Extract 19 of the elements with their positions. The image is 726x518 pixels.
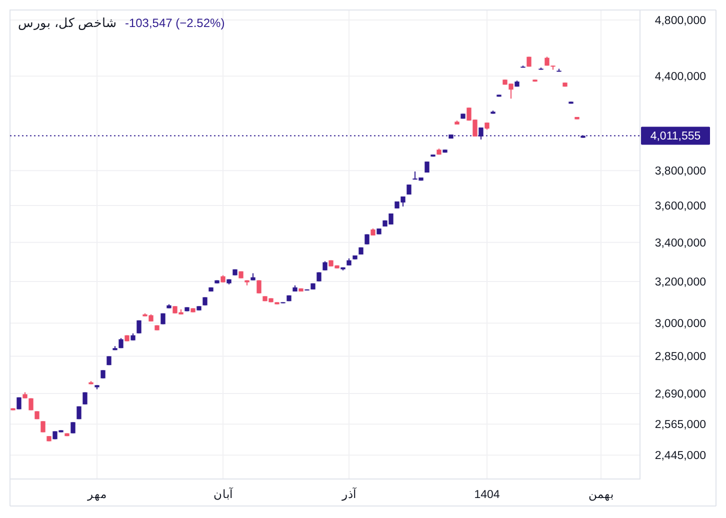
x-tick-label: بهمن	[588, 489, 614, 501]
y-tick-label: 3,800,000	[654, 166, 706, 178]
y-tick-label: 3,000,000	[654, 318, 706, 330]
y-tick-label: 2,445,000	[654, 450, 706, 462]
y-tick-label: 4,400,000	[654, 71, 706, 84]
y-tick-label: 3,400,000	[654, 237, 706, 250]
x-tick-label: 1404	[474, 489, 500, 501]
x-tick-label: آذر	[341, 486, 357, 501]
x-tick-label: آبان	[214, 486, 234, 501]
y-tick-label: 2,850,000	[654, 351, 706, 364]
ref-line-label: 4,011,555	[650, 130, 701, 143]
text: شاخص کل، بورس	[18, 16, 117, 31]
y-tick-label: 2,690,000	[654, 388, 706, 400]
y-tick-label: 3,200,000	[654, 276, 706, 289]
annotation: -103,547 (−2.52%)	[124, 16, 225, 30]
y-tick-label: 2,565,000	[654, 419, 706, 432]
y-tick-label: 3,600,000	[654, 200, 706, 213]
y-tick-label: 4,800,000	[654, 15, 706, 27]
x-tick-label: مهر	[86, 489, 106, 501]
